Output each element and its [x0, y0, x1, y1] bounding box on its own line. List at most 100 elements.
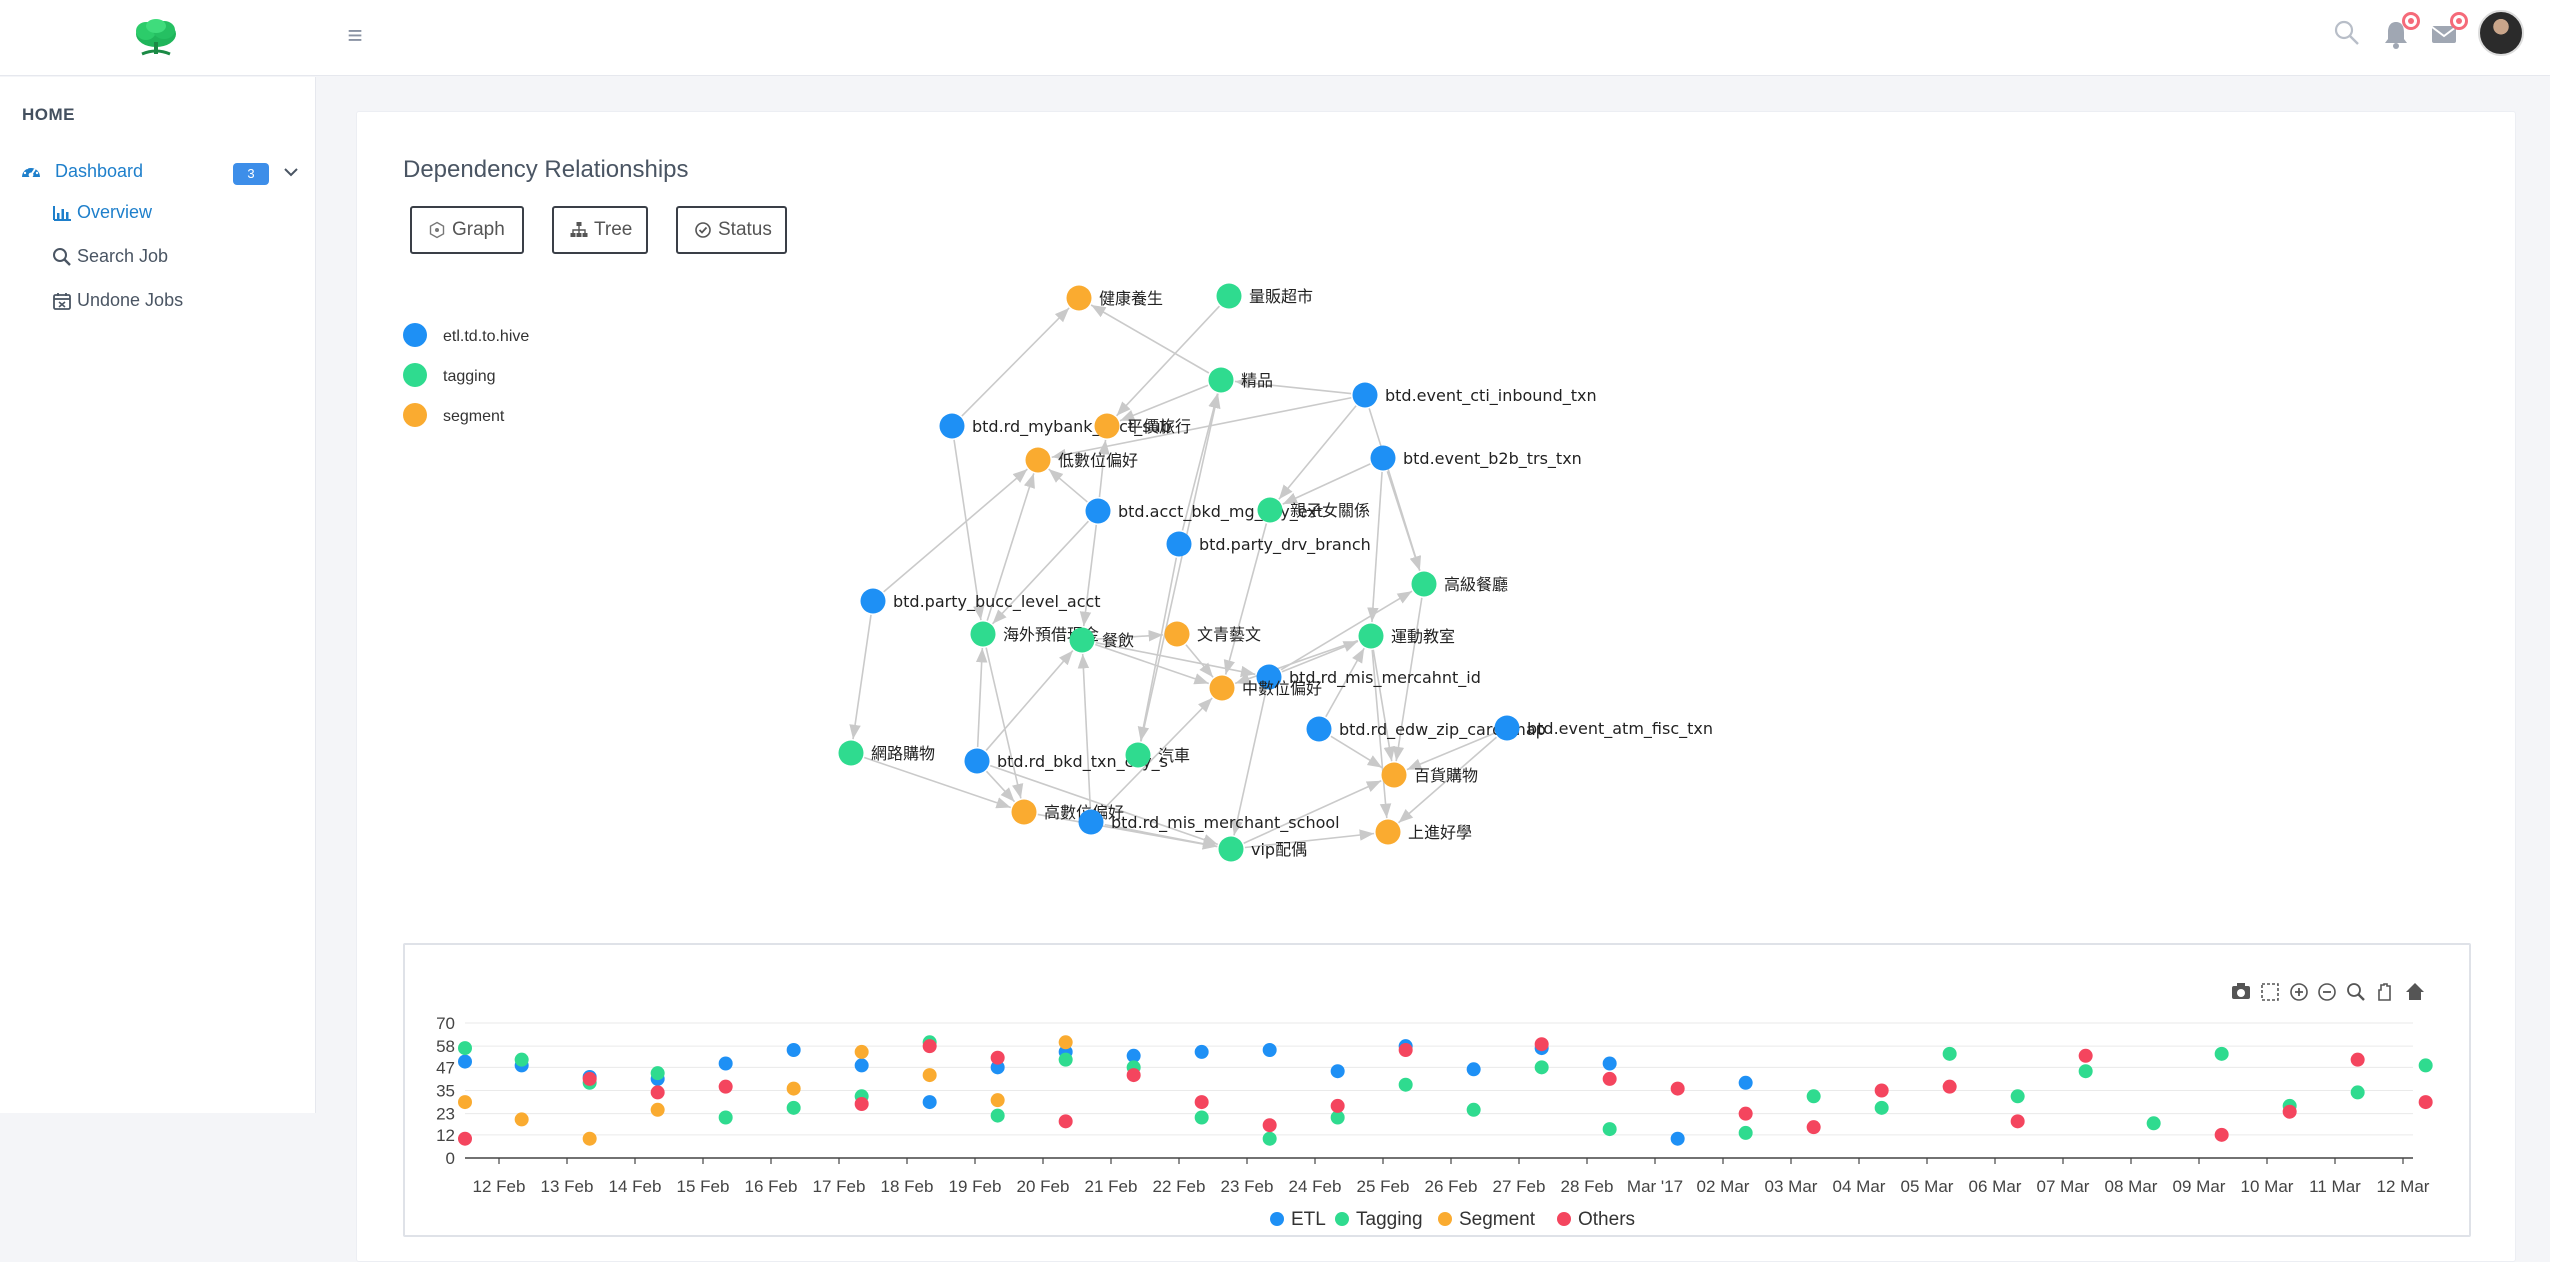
data-point[interactable] [922, 1068, 937, 1083]
data-point[interactable] [2418, 1058, 2433, 1073]
graph-node[interactable]: 高數位偏好 [1011, 799, 1125, 825]
graph-node[interactable]: btd.event_atm_fisc_txn [1494, 715, 1714, 741]
data-point[interactable] [1194, 1095, 1209, 1110]
data-point[interactable] [1398, 1043, 1413, 1057]
magnifier-icon[interactable] [2344, 980, 2368, 1004]
data-point[interactable] [718, 1110, 733, 1125]
graph-node[interactable]: btd.rd_edw_zip_card_map [1306, 716, 1546, 742]
legend-item[interactable]: etl.td.to.hive [403, 323, 529, 347]
sidebar-item-dashboard[interactable]: Dashboard 3 [20, 155, 306, 189]
data-point[interactable] [2350, 1052, 2365, 1067]
graph-node[interactable]: 低數位偏好 [1025, 447, 1139, 473]
data-point[interactable] [514, 1052, 529, 1067]
hamburger-menu-icon[interactable]: ≡ [347, 20, 363, 50]
data-point[interactable] [650, 1102, 665, 1117]
data-point[interactable] [786, 1081, 801, 1096]
data-point[interactable] [1126, 1048, 1141, 1063]
data-point[interactable] [1942, 1079, 1957, 1094]
data-point[interactable] [1058, 1052, 1073, 1067]
data-point[interactable] [582, 1071, 597, 1086]
data-point[interactable] [1194, 1110, 1209, 1125]
data-point[interactable] [2010, 1089, 2025, 1104]
data-point[interactable] [1806, 1120, 1821, 1135]
graph-node[interactable]: 高級餐廳 [1411, 571, 1509, 597]
graph-node[interactable]: 百貨購物 [1381, 762, 1479, 788]
chart-legend-item[interactable]: Segment [1438, 1209, 1536, 1230]
data-point[interactable] [1058, 1035, 1073, 1050]
data-point[interactable] [786, 1100, 801, 1115]
chart-legend-item[interactable]: ETL [1270, 1209, 1326, 1230]
data-point[interactable] [990, 1108, 1005, 1123]
data-point[interactable] [1602, 1071, 1617, 1086]
graph-node[interactable]: 餐飲 [1069, 627, 1135, 653]
data-point[interactable] [1874, 1083, 1889, 1098]
graph-node[interactable]: 網路購物 [838, 740, 936, 766]
data-point[interactable] [1534, 1060, 1549, 1075]
graph-node[interactable]: btd.rd_mybank_acct_sub [939, 413, 1171, 439]
graph-node[interactable]: 文青藝文 [1164, 621, 1262, 647]
data-point[interactable] [1738, 1125, 1753, 1140]
data-point[interactable] [650, 1085, 665, 1100]
graph-node[interactable]: btd.party_drv_branch [1166, 531, 1371, 557]
data-point[interactable] [854, 1097, 869, 1111]
data-point[interactable] [2078, 1048, 2093, 1063]
data-point[interactable] [2146, 1116, 2161, 1131]
data-point[interactable] [922, 1039, 937, 1054]
graph-view-button[interactable]: Graph [410, 206, 524, 254]
graph-node[interactable]: btd.event_cti_inbound_txn [1352, 382, 1597, 408]
data-point[interactable] [1738, 1075, 1753, 1090]
graph-node[interactable]: 精品 [1208, 367, 1274, 393]
mail-icon[interactable] [2428, 12, 2468, 50]
graph-node[interactable]: btd.event_b2b_trs_txn [1370, 445, 1582, 471]
zoom-out-icon[interactable] [2315, 980, 2339, 1004]
tree-logo-icon[interactable] [132, 18, 180, 58]
chart-legend-item[interactable]: Tagging [1335, 1209, 1423, 1230]
data-point[interactable] [514, 1112, 529, 1127]
data-point[interactable] [1466, 1102, 1481, 1117]
data-point[interactable] [650, 1066, 665, 1081]
data-point[interactable] [1670, 1081, 1685, 1096]
zoom-in-icon[interactable] [2287, 980, 2311, 1004]
data-point[interactable] [1602, 1056, 1617, 1071]
data-point[interactable] [2010, 1114, 2025, 1129]
graph-node[interactable]: btd.acct_bkd_mg_ccy_ext [1085, 498, 1324, 524]
camera-icon[interactable] [2229, 980, 2253, 1004]
data-point[interactable] [1330, 1110, 1345, 1125]
data-point[interactable] [786, 1043, 801, 1057]
graph-node[interactable]: btd.rd_mis_mercahnt_id [1256, 664, 1481, 690]
data-point[interactable] [1262, 1118, 1277, 1133]
graph-node[interactable]: btd.party_bucc_level_acct [860, 588, 1101, 614]
pan-hand-icon[interactable] [2373, 980, 2397, 1004]
data-point[interactable] [1126, 1068, 1141, 1083]
data-point[interactable] [1466, 1062, 1481, 1077]
status-view-button[interactable]: Status [676, 206, 787, 254]
data-point[interactable] [1398, 1077, 1413, 1092]
data-point[interactable] [1330, 1064, 1345, 1079]
data-point[interactable] [1602, 1122, 1617, 1137]
chart-legend-item[interactable]: Others [1557, 1209, 1635, 1230]
chevron-down-icon[interactable] [282, 163, 300, 181]
data-point[interactable] [458, 1095, 472, 1110]
graph-node[interactable]: vip配偶 [1218, 836, 1308, 862]
box-select-icon[interactable] [2258, 980, 2282, 1004]
legend-item[interactable]: tagging [403, 363, 496, 387]
search-icon[interactable] [2332, 18, 2362, 48]
home-icon[interactable] [2403, 980, 2427, 1004]
data-point[interactable] [990, 1050, 1005, 1065]
graph-node[interactable]: btd.rd_mis_merchant_school [1078, 809, 1340, 835]
data-point[interactable] [458, 1054, 472, 1069]
data-point[interactable] [1806, 1089, 1821, 1104]
graph-node[interactable]: 健康養生 [1066, 285, 1164, 311]
graph-node[interactable]: 上進好學 [1375, 819, 1473, 845]
data-point[interactable] [990, 1060, 1005, 1075]
tree-view-button[interactable]: Tree [552, 206, 648, 254]
data-point[interactable] [718, 1056, 733, 1071]
data-point[interactable] [2418, 1095, 2433, 1110]
data-point[interactable] [1194, 1044, 1209, 1059]
data-point[interactable] [854, 1044, 869, 1059]
graph-node[interactable]: 親子女關係 [1257, 497, 1371, 523]
bell-icon[interactable] [2380, 12, 2420, 50]
data-point[interactable] [1058, 1114, 1073, 1129]
data-point[interactable] [458, 1131, 472, 1146]
